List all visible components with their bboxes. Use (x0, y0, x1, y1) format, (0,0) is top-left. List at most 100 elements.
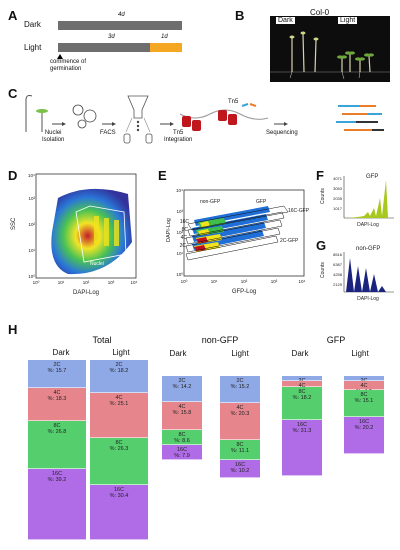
panelb-light-label: Light (338, 17, 358, 24)
bar-segment-4c: 4C (282, 381, 322, 389)
panelg-ylabel: Counts (320, 262, 326, 278)
segment-label: 8C %: 26.3 (109, 439, 129, 452)
bar-segment-2c: 2C %: 14.2 (162, 376, 202, 402)
dark-duration: 4d (118, 12, 125, 18)
segment-label: 16C %: 39.2 (47, 471, 67, 484)
panele-xlabel: GFP-Log (232, 289, 256, 295)
panelg-ytick: 4258 (333, 272, 343, 277)
bar-segment-4c: 4C %: 18.3 (28, 388, 86, 422)
gfp-gate-label: GFP (256, 199, 267, 205)
panele-xtick: 10⁰ (181, 279, 188, 284)
panel-letter-f: F (316, 168, 324, 183)
paneld-xtick: 10⁴ (131, 280, 138, 285)
stacked-bar-total-dark: 2C %: 15.7 4C %: 18.3 8C %: 26.8 16C %: 39.… (28, 360, 86, 540)
paneld-ytick: 10⁰ (28, 274, 35, 279)
gate-label-8c: 8C (182, 227, 189, 233)
stacked-bar-nongfp-light: 2C %: 15.2 4C %: 20.3 8C %: 11.1 16C %: 10.… (220, 376, 260, 479)
bar-segment-16c: 16C %: 30.4 (90, 485, 148, 540)
col-label-gfp-dark: Dark (291, 349, 309, 358)
panelg-ytick: 6387 (333, 262, 343, 267)
group-title-non-gfp: non-GFP (201, 335, 239, 345)
bar-segment-2c: 2C %: 18.2 (90, 360, 148, 393)
paneld-ytick: 10² (28, 222, 35, 227)
panelb-title: Col-0 (310, 8, 330, 17)
step-facs: FACS (100, 130, 116, 136)
segment-label: 16C %: 30.4 (109, 487, 129, 500)
paneld-ytick: 10³ (28, 196, 35, 201)
segment-label: 8C %: 8.6 (174, 432, 190, 444)
light-dark-bar (58, 43, 150, 52)
non-gfp-gate-label: non-GFP (200, 199, 221, 205)
seedling-photo: Dark Light (270, 16, 390, 82)
stacked-bar-nongfp-dark: 2C %: 14.2 4C %: 15.8 8C %: 8.6 16C %: 7.9 (162, 376, 202, 460)
segment-label: 2C %: 15.2 (230, 378, 250, 390)
panelg-title: non-GFP (356, 246, 380, 252)
panele-ytick: 10⁰ (176, 272, 183, 277)
tn5-label: Tn5 (228, 99, 239, 105)
panele-xtick: 10⁴ (299, 279, 306, 284)
gate-label-2c-gfp: 2C-GFP (280, 238, 299, 244)
segment-label: 2C %: 14.2 (172, 378, 192, 390)
segment-label: 4C (282, 383, 322, 389)
bar-segment-4c: 4C %: 15.8 (162, 401, 202, 430)
group-title-gfp: GFP (326, 335, 346, 345)
segment-label: 2C (282, 378, 322, 384)
panelg-ytick: 8516 (333, 252, 343, 257)
step-tn5-integration: Tn5 Integration (164, 130, 193, 143)
segment-label: 8C %: 15.1 (354, 392, 374, 405)
light-light-duration: 1d (161, 34, 168, 40)
panele-ylabel: DAPI-Log (166, 218, 172, 242)
col-label-nongfp-light: Light (231, 349, 249, 358)
bar-segment-8c: 8C %: 18.2 (282, 386, 322, 420)
panel-letter-a: A (8, 8, 18, 23)
panel-letter-c: C (8, 86, 18, 101)
paneld-xtick: 10⁰ (33, 280, 40, 285)
panelb-dark-label: Dark (276, 17, 295, 24)
bar-segment-4c: 4C %: 25.1 (90, 392, 148, 438)
panele-ytick: 10¹ (176, 251, 183, 256)
paneld-xtick: 10³ (108, 280, 115, 285)
segment-label: 4C %: 25.1 (109, 394, 129, 407)
panelg-ytick: 2129 (333, 282, 343, 287)
panelf-ytick: 1017 (333, 206, 343, 211)
row-label-dark: Dark (24, 20, 41, 29)
segment-label: 8C %: 11.1 (230, 441, 250, 454)
seedlings-illustration (270, 31, 390, 80)
dark-bar (58, 21, 182, 30)
panel-letter-b: B (235, 8, 245, 23)
bar-segment-16c: 16C %: 31.3 (282, 419, 322, 476)
bar-segment-16c: 16C %: 7.9 (162, 445, 202, 460)
stacked-bar-gfp-dark: 2C4C8C %: 18.2 16C %: 31.3 (282, 376, 322, 476)
segment-label: 4C %: 20.3 (230, 405, 250, 418)
scatter-plot-dapi-ssc: Nuclei 10⁰ 10¹ 10² 10³ 10⁴ 10⁰ 10¹ 10² 1… (28, 173, 138, 296)
paneld-xlabel: DAPI-Log (73, 290, 99, 296)
germination-label: commence of germination (50, 59, 87, 72)
paneld-ytick: 10¹ (28, 248, 35, 253)
segment-label: 2C %: 15.7 (47, 362, 67, 374)
col-label-total-dark: Dark (52, 348, 70, 357)
bar-segment-2c: 2C %: 15.2 (220, 376, 260, 404)
col-label-total-light: Light (112, 348, 130, 357)
bar-segment-8c: 8C %: 26.3 (90, 437, 148, 486)
panele-ytick: 10³ (176, 209, 183, 214)
bar-segment-2c: 2C (282, 376, 322, 384)
histogram-non-gfp: non-GFP Counts 8516 6387 4258 2129 DAPI-… (320, 246, 394, 302)
segment-label: 4C %: 18.3 (47, 390, 67, 403)
segment-label: 16C %: 7.9 (174, 447, 190, 460)
panele-xtick: 10³ (271, 279, 278, 284)
segment-label: 16C %: 10.2 (230, 461, 250, 474)
stacked-bar-total-light: 2C %: 18.2 4C %: 25.1 8C %: 26.3 16C %: 30.… (90, 360, 148, 540)
panele-ytick: 10² (176, 230, 183, 235)
gate-label-16c: 16C (180, 219, 190, 225)
group-title-total: Total (92, 335, 112, 345)
bar-segment-8c: 8C %: 26.8 (28, 421, 86, 470)
scatter-plot-gfp-dapi: DAPI-Log 16C 8C 4C 2C non-GFP GFP 16C-GF… (166, 188, 310, 295)
histogram-gfp: GFP Counts 4071 3053 2035 1017 DAPI-Log (320, 174, 394, 228)
panelf-ylabel: Counts (320, 188, 326, 204)
segment-label: 16C %: 31.3 (292, 421, 312, 434)
panelf-xlabel: DAPI-Log (357, 222, 379, 228)
paneld-xtick: 10² (83, 280, 90, 285)
segment-label: 2C %: 18.2 (109, 362, 129, 374)
bar-segment-4c: 4C %: 4.8 (344, 381, 384, 395)
bar-segment-8c: 8C %: 11.1 (220, 439, 260, 460)
